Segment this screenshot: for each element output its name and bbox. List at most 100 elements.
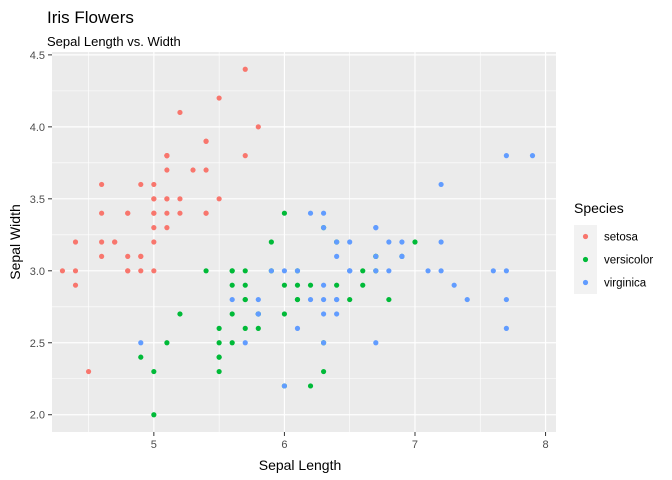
data-point-virginica [451, 282, 457, 288]
data-point-virginica [242, 340, 248, 346]
data-point-setosa [203, 210, 209, 216]
data-point-versicolor [412, 239, 418, 245]
data-point-setosa [177, 210, 183, 216]
data-point-virginica [334, 239, 340, 245]
data-point-versicolor [386, 296, 392, 303]
data-point-versicolor [216, 354, 222, 360]
legend-swatch-setosa [582, 233, 589, 240]
data-point-virginica [307, 296, 314, 303]
plot-panel [52, 52, 556, 432]
data-point-virginica [268, 268, 274, 274]
legend-label-virginica: virginica [604, 278, 647, 290]
x-axis-title: Sepal Length [259, 457, 342, 473]
data-point-setosa [125, 253, 131, 259]
data-point-setosa [72, 239, 79, 245]
data-point-virginica [320, 225, 327, 231]
data-point-setosa [72, 282, 79, 288]
data-point-setosa [177, 109, 183, 116]
legend-label-setosa: setosa [604, 232, 638, 244]
data-point-versicolor [281, 210, 288, 216]
data-point-versicolor [294, 296, 301, 303]
data-point-virginica [320, 340, 327, 346]
data-point-versicolor [242, 268, 248, 274]
data-point-versicolor [281, 282, 288, 288]
data-point-versicolor [216, 325, 222, 331]
data-point-virginica [320, 296, 327, 303]
data-point-versicolor [294, 282, 301, 288]
data-point-virginica [229, 296, 235, 303]
data-point-setosa [177, 196, 183, 202]
data-point-virginica [255, 296, 261, 303]
x-tick-label: 8 [542, 439, 548, 451]
data-point-versicolor [216, 340, 222, 346]
y-tick-label: 4.5 [30, 50, 45, 62]
data-point-setosa [138, 181, 144, 188]
data-point-versicolor [334, 282, 340, 288]
data-point-setosa [164, 225, 170, 231]
x-tick-label: 6 [281, 439, 287, 451]
data-point-versicolor [242, 296, 248, 303]
data-point-virginica [334, 311, 340, 317]
data-point-versicolor [360, 282, 366, 288]
data-point-versicolor [177, 311, 183, 317]
data-point-versicolor [229, 311, 235, 317]
data-point-setosa [242, 66, 248, 72]
data-point-setosa [99, 239, 105, 245]
data-point-setosa [190, 167, 196, 173]
data-point-virginica [373, 268, 379, 274]
data-point-setosa [99, 210, 105, 216]
data-point-setosa [99, 253, 105, 259]
data-point-virginica [294, 325, 301, 331]
data-point-versicolor [229, 340, 235, 346]
data-point-virginica [334, 253, 340, 259]
x-tick-label: 5 [151, 439, 157, 451]
data-point-setosa [138, 268, 144, 274]
data-point-setosa [85, 368, 92, 375]
data-point-virginica [347, 268, 353, 274]
data-point-versicolor [307, 282, 314, 288]
data-point-virginica [307, 210, 314, 216]
data-point-virginica [438, 239, 444, 245]
y-tick-label: 4.0 [30, 122, 45, 134]
data-point-versicolor [242, 282, 248, 288]
legend-title: Species [574, 200, 624, 216]
data-point-setosa [138, 253, 144, 259]
data-point-versicolor [229, 282, 235, 288]
data-point-virginica [347, 239, 353, 245]
y-tick-label: 3.0 [30, 266, 45, 278]
data-point-virginica [438, 268, 444, 274]
legend: Species setosa versicolor virginica [574, 200, 653, 294]
data-point-versicolor [151, 412, 157, 418]
data-point-virginica [320, 311, 327, 317]
data-point-setosa [151, 181, 157, 188]
data-point-virginica [503, 153, 509, 159]
data-point-setosa [151, 239, 157, 245]
chart-subtitle: Sepal Length vs. Width [47, 34, 181, 49]
y-axis-title: Sepal Width [7, 204, 23, 279]
chart-title: Iris Flowers [47, 8, 134, 27]
data-point-versicolor [203, 268, 209, 274]
data-point-setosa [164, 210, 170, 216]
data-point-virginica [438, 181, 444, 188]
data-point-virginica [503, 268, 509, 274]
data-point-versicolor [255, 325, 261, 331]
data-point-virginica [320, 210, 327, 216]
y-tick-label: 3.5 [30, 194, 45, 206]
data-point-virginica [490, 268, 496, 274]
data-point-setosa [72, 268, 79, 274]
data-point-versicolor [360, 268, 366, 274]
data-point-virginica [281, 268, 288, 274]
data-point-virginica [294, 268, 301, 274]
data-point-versicolor [138, 354, 144, 360]
data-point-virginica [138, 340, 144, 346]
data-point-setosa [164, 167, 170, 173]
data-point-virginica [255, 311, 261, 317]
data-point-setosa [216, 196, 222, 202]
data-point-virginica [503, 296, 509, 303]
data-point-virginica [399, 253, 405, 259]
data-point-setosa [125, 268, 131, 274]
data-point-setosa [242, 153, 248, 159]
data-point-versicolor [164, 340, 170, 346]
data-point-virginica [281, 383, 288, 389]
